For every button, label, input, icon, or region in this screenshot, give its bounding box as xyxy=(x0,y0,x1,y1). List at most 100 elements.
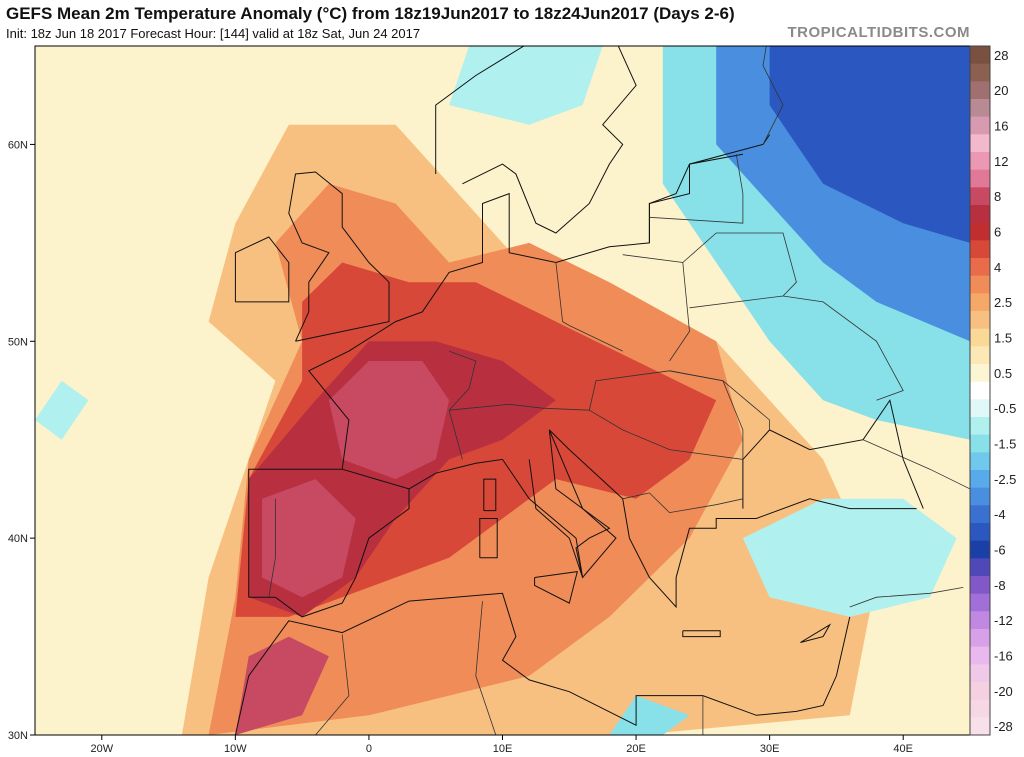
brand-logo-text[interactable]: TROPICALTIDBITS.COM xyxy=(787,24,970,41)
colorbar-swatch xyxy=(970,240,990,259)
colorbar-swatch xyxy=(970,682,990,701)
anomaly-region-france-peak xyxy=(328,361,450,480)
lat-tick-label: 30N xyxy=(8,730,28,742)
colorbar-swatch xyxy=(970,452,990,471)
border-poland-east xyxy=(622,254,690,362)
colorbar-label: 16 xyxy=(994,119,1008,134)
border-balkan-south xyxy=(622,492,743,514)
lon-tick-label: 20W xyxy=(90,743,113,755)
colorbar-swatch xyxy=(970,558,990,577)
coastline-great-britain xyxy=(288,171,390,342)
colorbar-frame xyxy=(969,45,991,736)
border-belarus xyxy=(682,232,797,309)
border-baltics xyxy=(649,154,744,224)
coastline-france xyxy=(308,153,743,470)
colorbar-swatch xyxy=(970,699,990,718)
coastline-africa-north xyxy=(234,592,851,735)
lon-tick-label: 40E xyxy=(893,743,913,755)
lon-tick-label: 10W xyxy=(224,743,247,755)
border-morocco-algeria xyxy=(315,634,350,735)
colorbar-swatch xyxy=(970,629,990,648)
colorbar-swatch xyxy=(970,205,990,224)
colorbar-label: 2.5 xyxy=(994,295,1012,310)
border-spain-portugal xyxy=(268,498,276,598)
anomaly-region-norway-cool xyxy=(449,46,603,125)
colorbar-swatch xyxy=(970,593,990,612)
border-turkey-syria xyxy=(849,587,964,608)
anomaly-region-atlantic-cool-spot xyxy=(35,380,89,440)
colorbar-swatch xyxy=(970,470,990,489)
colorbar: 28 20 16 12 8 6 4 2.5 1.5 0.5 -0.5 -1.5 -2.5 -4 -6 -8 -1… xyxy=(969,45,1016,736)
lon-tick-label: 0 xyxy=(366,743,372,755)
anomaly-region-sahara-cool xyxy=(609,695,690,735)
colorbar-swatch xyxy=(970,646,990,665)
colorbar-swatch xyxy=(970,116,990,135)
country-border-layer xyxy=(268,46,970,735)
colorbar-swatch xyxy=(970,187,990,206)
coastline-ireland xyxy=(234,236,290,303)
coastline-layer xyxy=(234,46,924,735)
colorbar-label: -2.5 xyxy=(994,472,1016,487)
colorbar-swatch xyxy=(970,311,990,330)
coastline-iberia xyxy=(248,468,410,618)
colorbar-swatch xyxy=(970,505,990,524)
colorbar-swatch xyxy=(970,417,990,436)
lat-tick-label: 50N xyxy=(8,336,28,348)
coastline-sicily xyxy=(534,571,578,604)
colorbar-label: 8 xyxy=(994,189,1001,204)
colorbar-swatch xyxy=(970,576,990,595)
colorbar-swatch xyxy=(970,293,990,312)
colorbar-label: 28 xyxy=(994,48,1008,63)
anomaly-region-morocco-hot xyxy=(235,636,329,735)
colorbar-label: -4 xyxy=(994,507,1006,522)
coastline-cyprus xyxy=(800,623,832,643)
colorbar-swatch xyxy=(970,222,990,241)
colorbar-label: -1.5 xyxy=(994,437,1016,452)
coastline-scandinavia xyxy=(435,46,637,234)
coastline-crete xyxy=(682,630,721,638)
border-algeria-tunisia xyxy=(475,601,497,735)
colorbar-label: 12 xyxy=(994,154,1008,169)
map-subtitle: Init: 18z Jun 18 2017 Forecast Hour: [14… xyxy=(6,26,421,41)
colorbar-label: 6 xyxy=(994,225,1001,240)
colorbar-swatch xyxy=(970,275,990,294)
coastline-black-sea xyxy=(742,399,924,509)
colorbar-swatch xyxy=(970,258,990,277)
colorbar-swatch xyxy=(970,346,990,365)
colorbar-label: 1.5 xyxy=(994,331,1012,346)
colorbar-swatch xyxy=(970,63,990,82)
border-ukraine-russia xyxy=(782,295,904,401)
lon-tick-label: 10E xyxy=(493,743,513,755)
colorbar-swatch xyxy=(970,487,990,506)
map-title: GEFS Mean 2m Temperature Anomaly (°C) fr… xyxy=(6,4,735,23)
colorbar-swatch xyxy=(970,399,990,418)
coastline-corsica xyxy=(483,478,497,512)
coastline-sardinia xyxy=(479,518,498,559)
border-caucasus xyxy=(862,439,970,490)
lon-tick-label: 20E xyxy=(626,743,646,755)
colorbar-swatch xyxy=(970,364,990,383)
coastline-italy-boot xyxy=(528,429,611,578)
lon-tick-label: 30E xyxy=(760,743,780,755)
anomaly-region-turkey-cool xyxy=(742,498,957,617)
border-germany-poland xyxy=(555,262,623,352)
border-romania-ukraine xyxy=(669,370,770,430)
colorbar-swatch xyxy=(970,46,990,65)
colorbar-swatch xyxy=(970,81,990,100)
colorbar-label: 4 xyxy=(994,260,1001,275)
colorbar-label: -8 xyxy=(994,578,1006,593)
colorbar-swatch xyxy=(970,134,990,153)
colorbar-swatch xyxy=(970,99,990,118)
colorbar-swatch xyxy=(970,434,990,453)
colorbar-swatch xyxy=(970,328,990,347)
colorbar-label: 0.5 xyxy=(994,366,1012,381)
border-france-germany xyxy=(448,350,477,460)
colorbar-swatch xyxy=(970,540,990,559)
colorbar-swatch xyxy=(970,717,990,736)
colorbar-swatch xyxy=(970,611,990,630)
border-finland-russia xyxy=(762,46,784,145)
colorbar-swatch xyxy=(970,381,990,400)
lat-tick-label: 40N xyxy=(8,533,28,545)
colorbar-label: -0.5 xyxy=(994,401,1016,416)
